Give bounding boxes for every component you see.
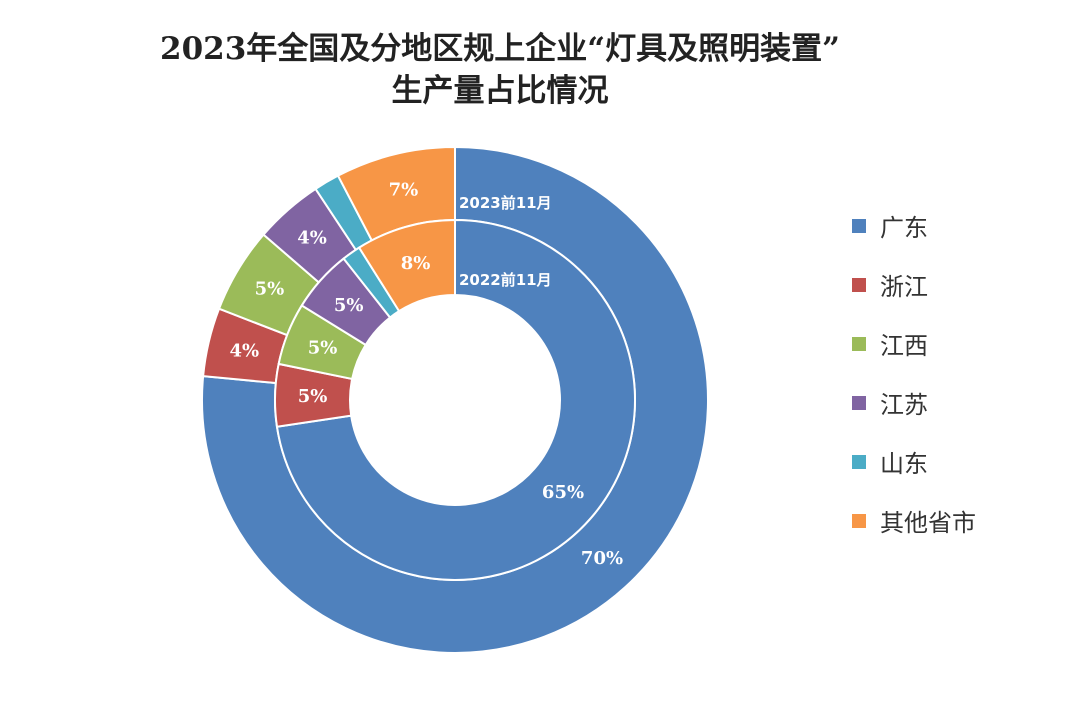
legend-swatch <box>852 218 866 233</box>
ring-label-outer: 2023前11月 <box>459 194 552 212</box>
label-inner-1: 5% <box>298 386 328 407</box>
label-inner-2: 5% <box>308 337 338 358</box>
legend-swatch <box>852 513 866 528</box>
slice-inner-5 <box>357 218 456 313</box>
legend-swatch <box>852 454 866 469</box>
legend-item-1: 浙江 <box>852 255 976 314</box>
chart-title-line1: 2023年全国及分地区规上企业“灯具及照明装置” <box>160 31 840 67</box>
label-inner-5: 8% <box>401 253 431 274</box>
slice-inner-0 <box>275 218 636 581</box>
label-outer-0: 70% <box>581 548 623 569</box>
legend-label: 山东 <box>880 450 928 478</box>
legend-item-2: 江西 <box>852 314 976 373</box>
legend-label: 江苏 <box>880 391 928 419</box>
label-outer-5: 7% <box>389 180 419 201</box>
ring-label-inner: 2022前11月 <box>459 271 552 289</box>
chart-legend: 广东浙江江西江苏山东其他省市 <box>852 196 976 550</box>
label-inner-3: 5% <box>334 295 364 316</box>
label-outer-1: 4% <box>229 340 259 361</box>
legend-swatch <box>852 336 866 351</box>
label-outer-2: 5% <box>255 279 285 300</box>
legend-label: 其他省市 <box>880 509 976 537</box>
legend-label: 广东 <box>880 214 928 242</box>
legend-item-4: 山东 <box>852 432 976 491</box>
label-outer-3: 4% <box>297 227 327 248</box>
legend-swatch <box>852 395 866 410</box>
legend-item-3: 江苏 <box>852 373 976 432</box>
chart-title-line2: 生产量占比情况 <box>391 73 609 109</box>
legend-item-5: 其他省市 <box>852 491 976 550</box>
chart-title: 2023年全国及分地区规上企业“灯具及照明装置” 生产量占比情况 <box>0 28 1000 112</box>
legend-swatch <box>852 277 866 292</box>
legend-label: 浙江 <box>880 273 928 301</box>
legend-item-0: 广东 <box>852 196 976 255</box>
label-inner-0: 65% <box>542 482 584 503</box>
legend-label: 江西 <box>880 332 928 360</box>
